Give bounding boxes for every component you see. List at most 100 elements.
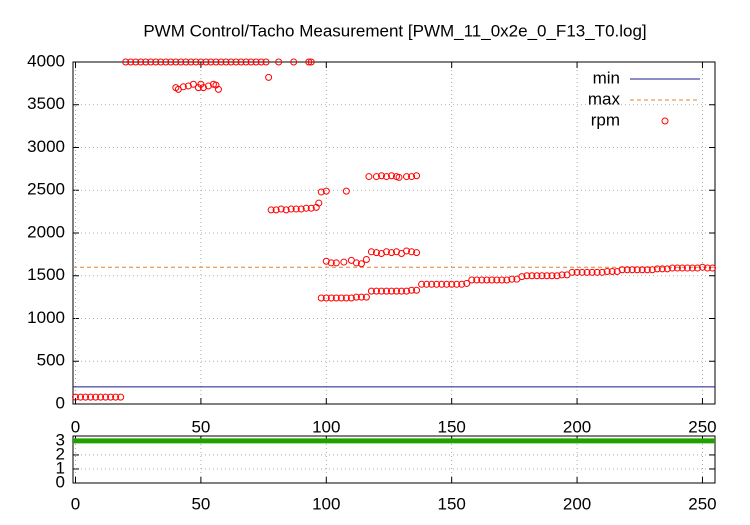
data-point bbox=[167, 58, 175, 66]
data-point bbox=[423, 280, 431, 288]
data-point bbox=[693, 264, 701, 272]
data-point bbox=[192, 58, 200, 66]
data-point bbox=[377, 250, 385, 258]
data-point bbox=[648, 266, 656, 274]
data-point bbox=[82, 393, 90, 401]
data-point bbox=[643, 266, 651, 274]
data-point bbox=[653, 265, 661, 273]
data-point bbox=[508, 275, 516, 283]
data-point bbox=[172, 58, 180, 66]
data-point bbox=[184, 82, 192, 90]
data-point bbox=[315, 199, 323, 207]
data-point bbox=[408, 173, 416, 181]
data-point bbox=[337, 294, 345, 302]
data-point bbox=[189, 80, 197, 88]
x-tick-label: 0 bbox=[71, 494, 80, 513]
data-point bbox=[382, 287, 390, 295]
y-tick-label: 2000 bbox=[27, 222, 65, 241]
data-point bbox=[403, 173, 411, 181]
data-point bbox=[453, 280, 461, 288]
data-point bbox=[357, 260, 365, 268]
x-tick-label: 200 bbox=[563, 494, 591, 513]
data-point bbox=[528, 272, 536, 280]
data-point bbox=[463, 279, 471, 287]
data-point bbox=[332, 294, 340, 302]
data-point bbox=[367, 248, 375, 256]
x-tick-label: 100 bbox=[312, 417, 340, 436]
data-point bbox=[588, 268, 596, 276]
data-point bbox=[342, 187, 350, 195]
data-point bbox=[257, 58, 265, 66]
data-point bbox=[102, 393, 110, 401]
data-point bbox=[367, 287, 375, 295]
data-point bbox=[202, 58, 210, 66]
data-point bbox=[523, 272, 531, 280]
chart-title: PWM Control/Tacho Measurement [PWM_11_0x… bbox=[143, 21, 646, 40]
data-point bbox=[357, 293, 365, 301]
y-tick-label: 1500 bbox=[27, 265, 65, 284]
y-tick-label: 1000 bbox=[27, 308, 65, 327]
data-point bbox=[558, 271, 566, 279]
data-point bbox=[638, 266, 646, 274]
data-point bbox=[673, 264, 681, 272]
data-point bbox=[703, 264, 711, 272]
data-point bbox=[342, 294, 350, 302]
data-point bbox=[698, 263, 706, 271]
legend-swatch bbox=[661, 117, 669, 125]
data-point bbox=[122, 58, 130, 66]
data-point bbox=[663, 265, 671, 273]
legend-label: min bbox=[593, 68, 620, 87]
data-point bbox=[77, 393, 85, 401]
x-tick-label: 150 bbox=[437, 494, 465, 513]
data-point bbox=[199, 84, 207, 92]
data-point bbox=[418, 280, 426, 288]
data-point bbox=[305, 58, 313, 66]
data-point bbox=[708, 264, 716, 272]
data-point bbox=[377, 287, 385, 295]
data-point bbox=[683, 264, 691, 272]
data-point bbox=[317, 188, 325, 196]
plot-frame bbox=[72, 61, 716, 405]
data-point bbox=[628, 266, 636, 274]
data-point bbox=[322, 187, 330, 195]
data-point bbox=[177, 58, 185, 66]
data-point bbox=[387, 287, 395, 295]
data-point bbox=[377, 172, 385, 180]
data-point bbox=[162, 58, 170, 66]
y-tick-label: 3000 bbox=[27, 137, 65, 156]
data-point bbox=[207, 58, 215, 66]
data-point bbox=[307, 58, 315, 66]
data-point bbox=[107, 393, 115, 401]
data-point bbox=[112, 393, 120, 401]
data-point bbox=[382, 248, 390, 256]
data-point bbox=[398, 287, 406, 295]
data-point bbox=[247, 58, 255, 66]
data-point bbox=[468, 276, 476, 284]
data-point bbox=[352, 259, 360, 267]
data-point bbox=[498, 276, 506, 284]
y-tick-label: 2500 bbox=[27, 180, 65, 199]
data-point bbox=[603, 267, 611, 275]
data-point bbox=[503, 276, 511, 284]
data-point bbox=[332, 259, 340, 267]
y-tick-label: 2 bbox=[56, 444, 65, 463]
y-tick-label: 3 bbox=[56, 430, 65, 449]
data-point bbox=[179, 83, 187, 91]
data-point bbox=[307, 204, 315, 212]
data-point bbox=[232, 58, 240, 66]
x-tick-label: 200 bbox=[563, 417, 591, 436]
data-point bbox=[613, 267, 621, 275]
data-point bbox=[583, 268, 591, 276]
data-point bbox=[518, 273, 526, 281]
data-point bbox=[543, 272, 551, 280]
data-point bbox=[227, 58, 235, 66]
data-point bbox=[365, 173, 373, 181]
data-point bbox=[262, 58, 270, 66]
data-point bbox=[395, 173, 403, 181]
data-point bbox=[187, 58, 195, 66]
x-tick-label: 250 bbox=[688, 494, 716, 513]
y-tick-label: 4000 bbox=[27, 51, 65, 70]
plot-frame bbox=[72, 435, 716, 484]
data-point bbox=[493, 276, 501, 284]
data-point bbox=[372, 173, 380, 181]
